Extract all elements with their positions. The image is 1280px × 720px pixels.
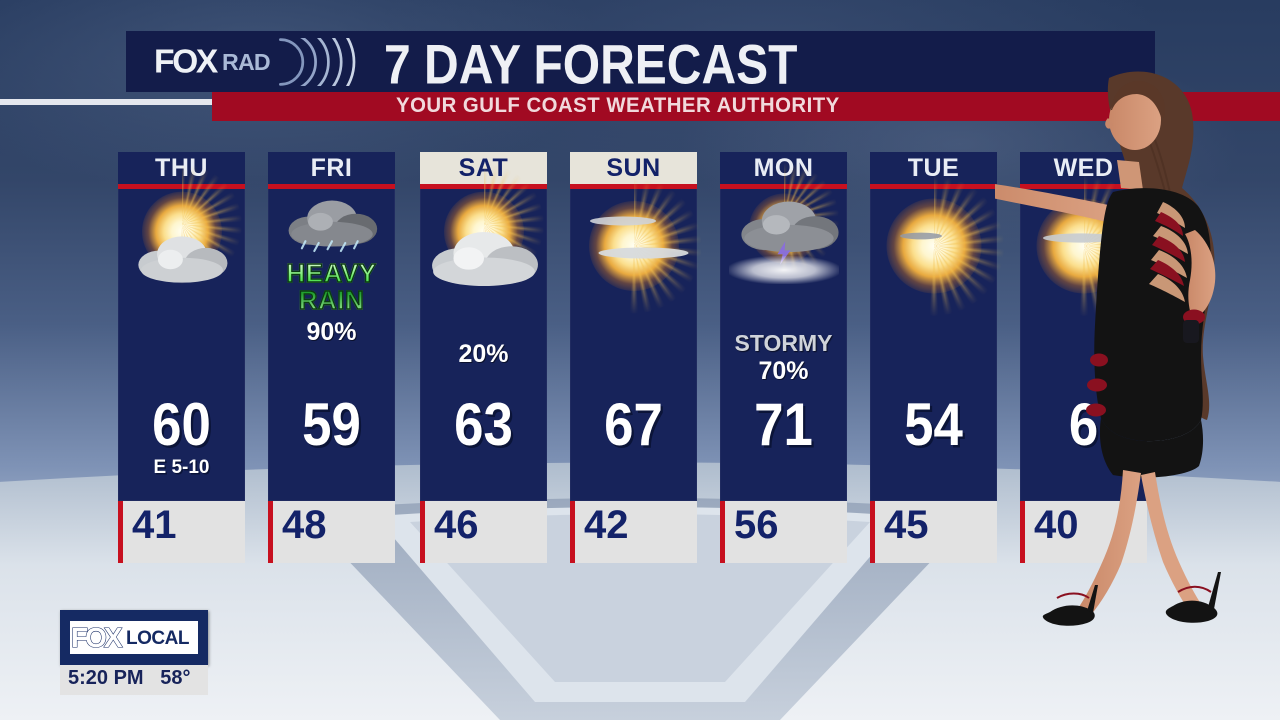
svg-text:FOX: FOX — [154, 43, 219, 80]
svg-text:RAD: RAD — [222, 49, 270, 75]
svg-text:LOCAL: LOCAL — [126, 628, 190, 649]
svg-text:FOX: FOX — [71, 622, 123, 653]
